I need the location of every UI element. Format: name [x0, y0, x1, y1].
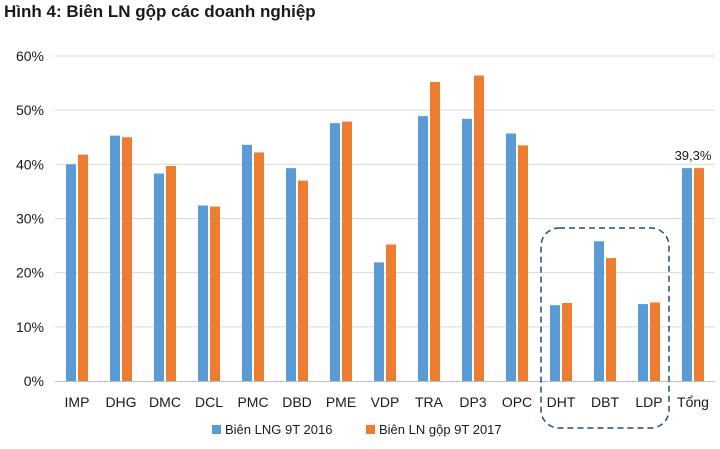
y-tick-label: 50% [16, 102, 44, 118]
bar-DCL-series-2 [210, 206, 220, 381]
x-category-label: PME [326, 394, 356, 410]
bar-DBT-series-2 [606, 258, 616, 381]
y-tick-label: 0% [24, 373, 44, 389]
bar-Tổng-series-2 [694, 168, 704, 381]
bar-DMC-series-2 [166, 165, 176, 381]
x-category-label: DMC [149, 394, 181, 410]
data-label-total: 39,3% [675, 148, 712, 163]
x-category-label: DBT [591, 394, 619, 410]
bar-VDP-series-1 [374, 262, 384, 381]
y-tick-label: 40% [16, 156, 44, 172]
bar-Tổng-series-1 [682, 168, 692, 381]
bar-LDP-series-1 [638, 304, 648, 381]
x-category-label: LDP [635, 394, 662, 410]
x-category-label: OPC [502, 394, 532, 410]
x-category-label: DBD [282, 394, 312, 410]
bar-TRA-series-1 [418, 116, 428, 381]
bar-DHG-series-1 [110, 135, 120, 381]
y-tick-label: 60% [16, 48, 44, 64]
y-tick-label: 20% [16, 265, 44, 281]
bar-DBT-series-1 [594, 241, 604, 381]
bars [66, 75, 704, 382]
legend-label: Biên LNG 9T 2016 [225, 422, 332, 437]
figure-title: Hình 4: Biên LN gộp các doanh nghiệp [4, 2, 316, 21]
bar-PME-series-2 [342, 121, 352, 382]
bar-LDP-series-2 [650, 302, 660, 381]
x-category-label: DP3 [459, 394, 486, 410]
legend-swatch [212, 425, 221, 434]
highlight-box-outline [540, 227, 670, 429]
bar-IMP-series-1 [66, 164, 76, 381]
bar-DBD-series-2 [298, 180, 308, 381]
bar-DHT-series-1 [550, 305, 560, 381]
highlight-box [540, 227, 670, 429]
bar-DCL-series-1 [198, 205, 208, 381]
bar-DBD-series-1 [286, 168, 296, 381]
data-labels: 39,3% [675, 148, 712, 163]
bar-OPC-series-1 [506, 133, 516, 381]
bar-VDP-series-2 [386, 244, 396, 381]
bar-PME-series-1 [330, 123, 340, 382]
y-axis-tick-labels: 0% 10% 20% 30% 40% 50% 60% [16, 48, 44, 389]
bar-TRA-series-2 [430, 82, 440, 381]
legend: Biên LNG 9T 2016 Biên LN gộp 9T 2017 [212, 422, 502, 437]
bar-IMP-series-2 [78, 154, 88, 381]
x-category-label: PMC [237, 394, 268, 410]
bar-DMC-series-1 [154, 173, 164, 381]
x-category-label: IMP [65, 394, 90, 410]
x-category-label: VDP [371, 394, 400, 410]
x-axis-category-labels: IMP DHG DMC DCL PMC DBD PME VDP TRA DP3 OPC DHT DBT L… [65, 394, 709, 410]
x-category-label: Tổng [677, 394, 709, 410]
bar-DP3-series-1 [462, 118, 472, 381]
bar-OPC-series-2 [518, 145, 528, 381]
bar-PMC-series-2 [254, 152, 264, 381]
legend-label: Biên LN gộp 9T 2017 [379, 422, 502, 437]
x-category-label: TRA [415, 394, 444, 410]
bar-DP3-series-2 [474, 75, 484, 381]
y-tick-label: 30% [16, 211, 44, 227]
bar-DHG-series-2 [122, 137, 132, 381]
x-category-label: DHG [105, 394, 136, 410]
x-category-label: DCL [195, 394, 223, 410]
gridlines [55, 55, 715, 328]
legend-swatch [366, 425, 375, 434]
x-category-label: DHT [547, 394, 576, 410]
bar-DHT-series-2 [562, 303, 572, 381]
y-tick-label: 10% [16, 319, 44, 335]
bar-PMC-series-1 [242, 144, 252, 381]
